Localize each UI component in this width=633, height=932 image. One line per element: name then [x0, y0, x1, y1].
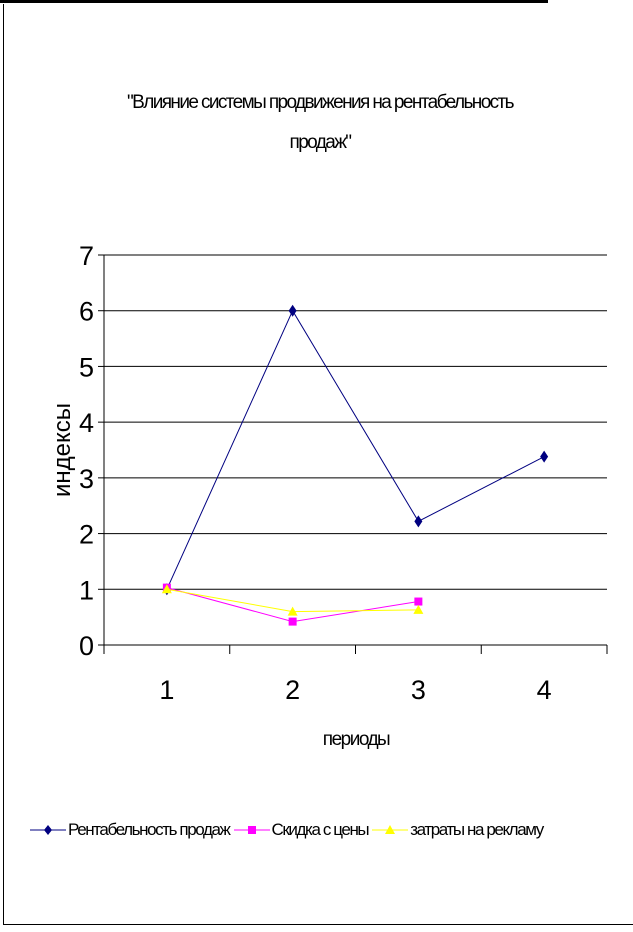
legend-item-rentabelnost: Рентабельность продаж	[30, 820, 231, 840]
legend-label: Рентабельность продаж	[68, 820, 231, 839]
legend-item-zatraty: затраты на рекламу	[372, 820, 544, 840]
series-line-1	[166, 587, 419, 623]
top-border-line	[0, 0, 548, 3]
y-axis-label: индексы	[49, 403, 76, 497]
data-point-diamond	[414, 515, 423, 528]
y-tick-label: 3	[79, 464, 94, 494]
data-point-diamond	[540, 450, 549, 463]
y-tick-label: 0	[79, 631, 94, 661]
y-tick-label: 4	[79, 408, 94, 438]
square-marker-icon	[233, 826, 270, 834]
chart-title-line-2: продаж"	[289, 132, 353, 153]
data-point-square	[414, 597, 423, 606]
x-tick-label: 3	[411, 675, 426, 705]
x-axis-label: периоды	[323, 729, 390, 750]
x-tick-label: 2	[285, 675, 300, 705]
data-point-diamond	[288, 304, 297, 317]
legend-label: затраты на рекламу	[410, 820, 544, 839]
y-tick-label: 6	[79, 297, 94, 327]
data-point-triangle	[161, 584, 172, 594]
data-point-triangle	[287, 606, 298, 616]
y-tick-label: 5	[79, 352, 94, 382]
triangle-marker-icon	[372, 825, 409, 834]
legend-label: Скидка с цены	[271, 820, 370, 839]
y-tick-label: 2	[79, 520, 94, 550]
y-tick-label: 1	[79, 575, 94, 605]
legend-item-skidka: Скидка с цены	[233, 820, 370, 840]
x-tick-label: 1	[159, 675, 174, 705]
data-point-square	[288, 617, 297, 626]
x-tick-label: 4	[537, 675, 552, 705]
diamond-marker-icon	[30, 825, 66, 835]
chart-title-line-1: "Влияние системы продвижения на рентабел…	[127, 92, 515, 113]
chart-legend: Рентабельность продаж Скидка с цены затр…	[30, 816, 547, 844]
y-tick-label: 7	[79, 241, 94, 271]
data-point-triangle	[413, 604, 424, 614]
series-line-0	[166, 309, 545, 590]
chart-frame	[3, 4, 633, 925]
